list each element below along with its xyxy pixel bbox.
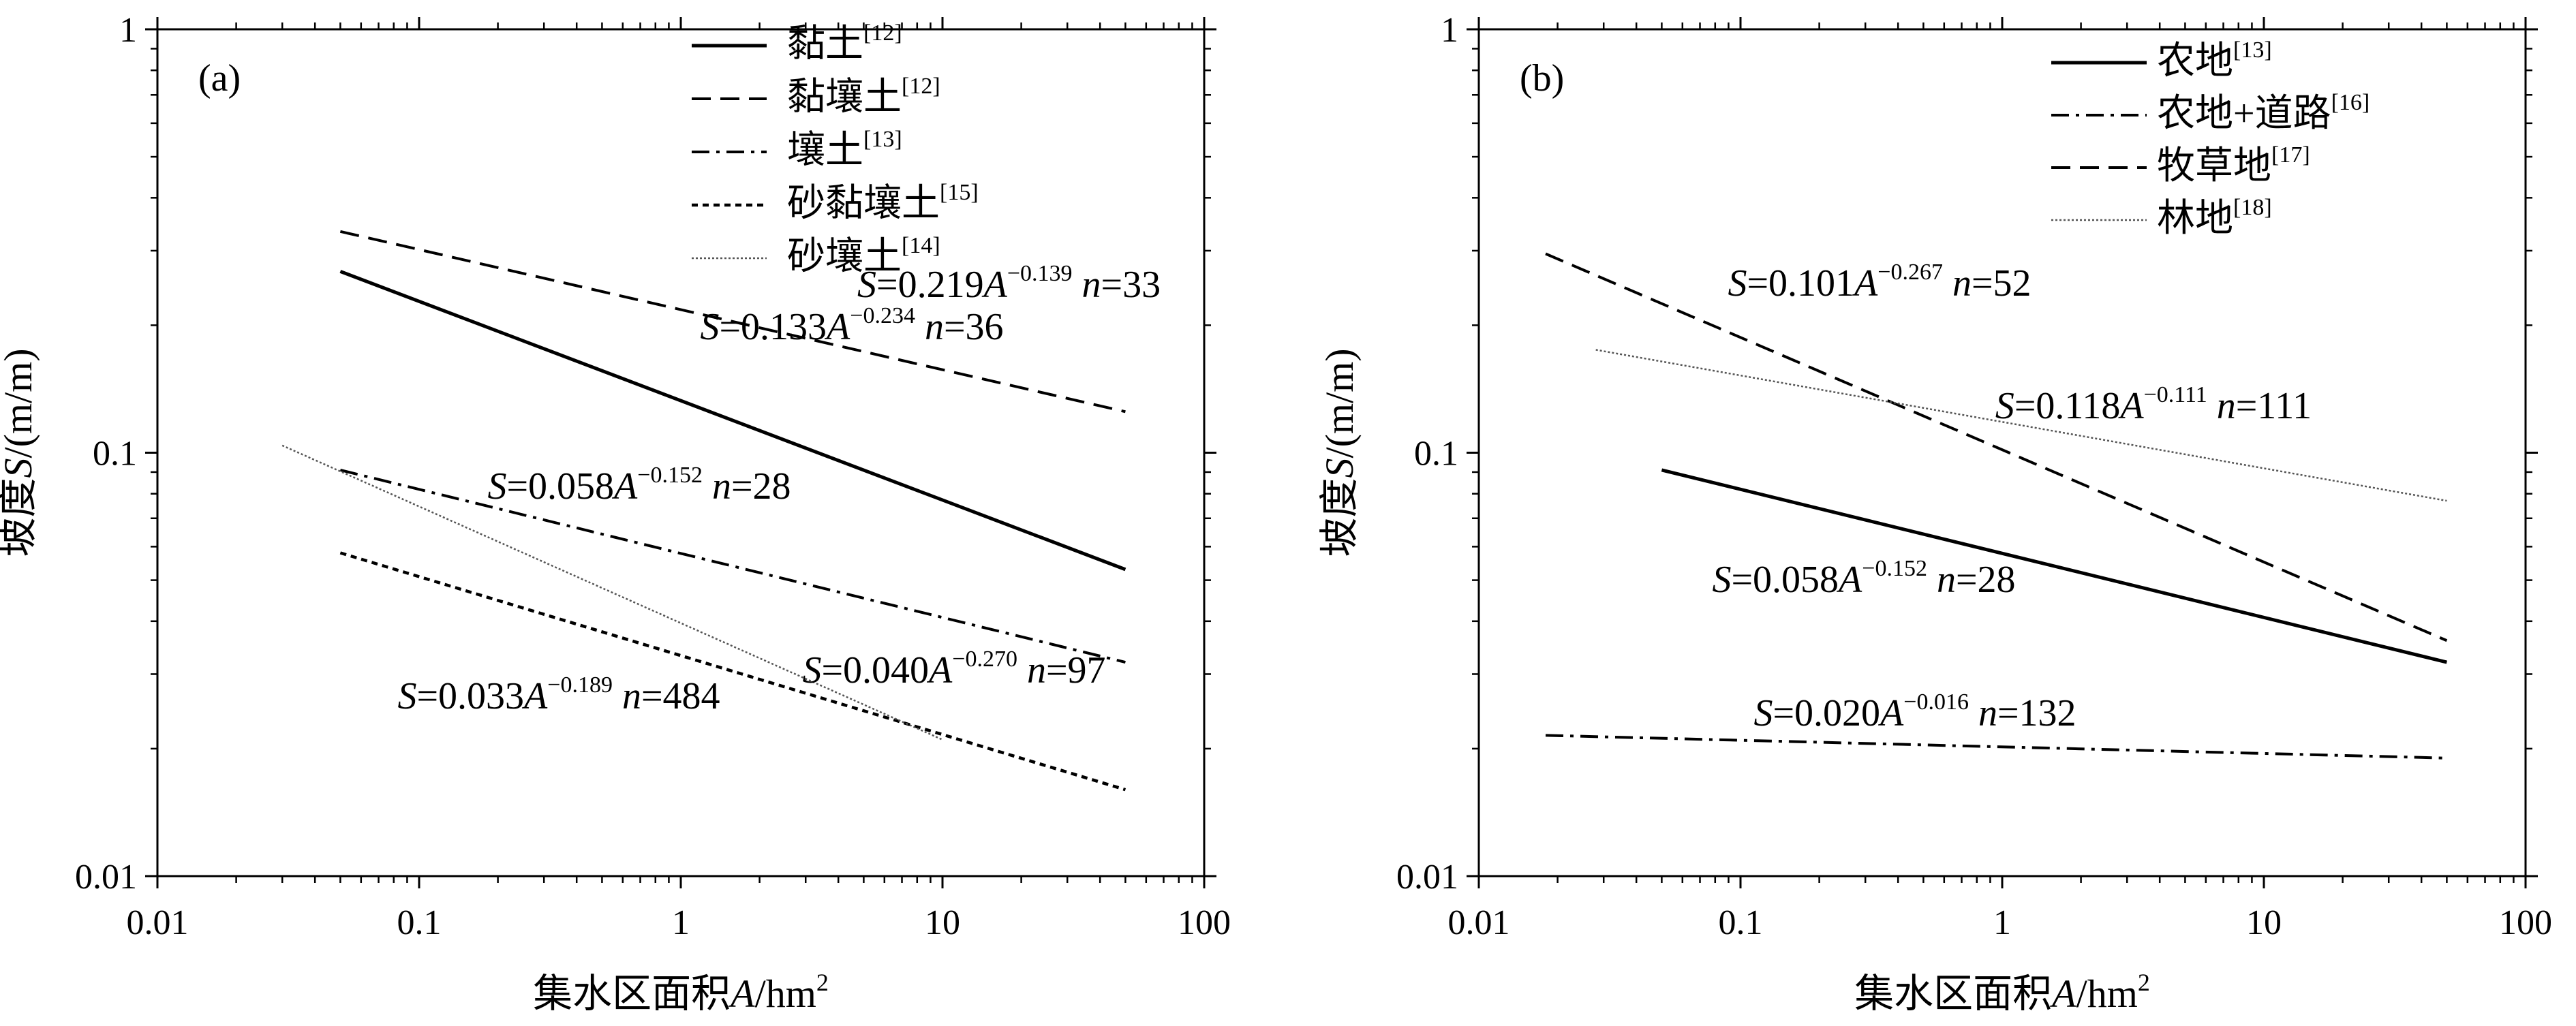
x-tick-label: 10 [925, 903, 960, 942]
y-axis-label: 坡度S/(m/m) [0, 348, 40, 557]
x-axis: 0.01 0.1 1 10 100 [127, 17, 1231, 942]
x-axis: 0.01 0.1 1 10 100 [1448, 17, 2552, 942]
legend-entry-0: 农地[13] [2157, 37, 2272, 82]
series-line-1 [1545, 734, 2447, 760]
legend-entry-1: 农地+道路[16] [2157, 90, 2370, 135]
x-tick-label: 0.1 [397, 903, 442, 942]
series-line-2 [1545, 252, 2448, 642]
plot-frame [1477, 28, 2527, 877]
equation-label-3: S=0.033A−0.189 n=484 [397, 672, 720, 717]
y-axis: 0.01 0.1 1 [1396, 11, 2538, 897]
series-line-3 [1595, 349, 2447, 502]
y-tick-label: 0.01 [1396, 858, 1458, 897]
equation-label-2: S=0.101A−0.267 n=52 [1728, 260, 2031, 305]
y-tick-label: 1 [1441, 11, 1458, 50]
y-tick-label: 0.1 [93, 435, 137, 473]
equation-label-0: S=0.058A−0.152 n=28 [1712, 556, 2015, 601]
series-line-4 [281, 444, 943, 741]
x-tick-label: 0.01 [127, 903, 189, 942]
legend: 农地[13] 农地+道路[16] 牧草地[17] 林地[18] [2051, 37, 2370, 240]
y-axis-label: 坡度S/(m/m) [1317, 348, 1362, 557]
equation-label-1: S=0.219A−0.139 n=33 [857, 261, 1161, 306]
legend-entry-3: 林地[18] [2157, 195, 2272, 240]
legend-entry-4: 砂壤土[14] [787, 233, 940, 278]
legend-entry-2: 壤土[13] [787, 127, 902, 172]
plot-frame [156, 28, 1206, 877]
series-line-0 [339, 270, 1126, 572]
equation-label-0: S=0.133A−0.234 n=36 [700, 303, 1003, 348]
y-tick-label: 0.1 [1414, 435, 1458, 473]
panel-label: (b) [1520, 57, 1564, 99]
legend-entry-3: 砂黏壤土[15] [787, 180, 979, 225]
panel-label: (a) [198, 57, 241, 99]
x-tick-label: 100 [2499, 903, 2552, 942]
equation-label-1: S=0.020A−0.016 n=132 [1753, 689, 2076, 734]
x-axis-label: 集水区面积A/hm2 [533, 969, 829, 1016]
x-tick-label: 1 [1993, 903, 2011, 942]
equation-label-3: S=0.118A−0.111 n=111 [1995, 382, 2312, 427]
panel-a: 0.01 0.1 1 10 100 0.01 0.1 1 (a) 集水区面积A/hm2 坡度S/(m… [0, 11, 1231, 1016]
series-line-3 [339, 551, 1126, 792]
series-line-2 [339, 469, 1126, 664]
y-tick-label: 0.01 [75, 858, 137, 897]
panel-b: 0.01 0.1 1 10 100 0.01 0.1 1 (b) 集水区面积A/hm2 坡度S/(m… [1317, 11, 2552, 1016]
legend: 黏土[12] 黏壤土[12] 壤土[13] 砂黏壤土[15] 砂壤土[14] [692, 20, 979, 278]
equation-label-2: S=0.058A−0.152 n=28 [487, 463, 791, 508]
x-tick-label: 1 [672, 903, 690, 942]
legend-entry-2: 牧草地[17] [2157, 142, 2310, 187]
y-tick-label: 1 [119, 11, 137, 50]
series-line-0 [1661, 468, 2447, 664]
equation-label-4: S=0.040A−0.270 n=97 [802, 647, 1105, 691]
legend-entry-1: 黏壤土[12] [787, 74, 940, 119]
x-tick-label: 10 [2246, 903, 2282, 942]
x-tick-label: 100 [1178, 903, 1231, 942]
legend-entry-0: 黏土[12] [787, 20, 902, 65]
x-tick-label: 0.1 [1719, 903, 1763, 942]
series-line-1 [339, 230, 1126, 414]
x-tick-label: 0.01 [1448, 903, 1510, 942]
y-axis: 0.01 0.1 1 [75, 11, 1216, 897]
x-axis-label: 集水区面积A/hm2 [1854, 969, 2150, 1016]
